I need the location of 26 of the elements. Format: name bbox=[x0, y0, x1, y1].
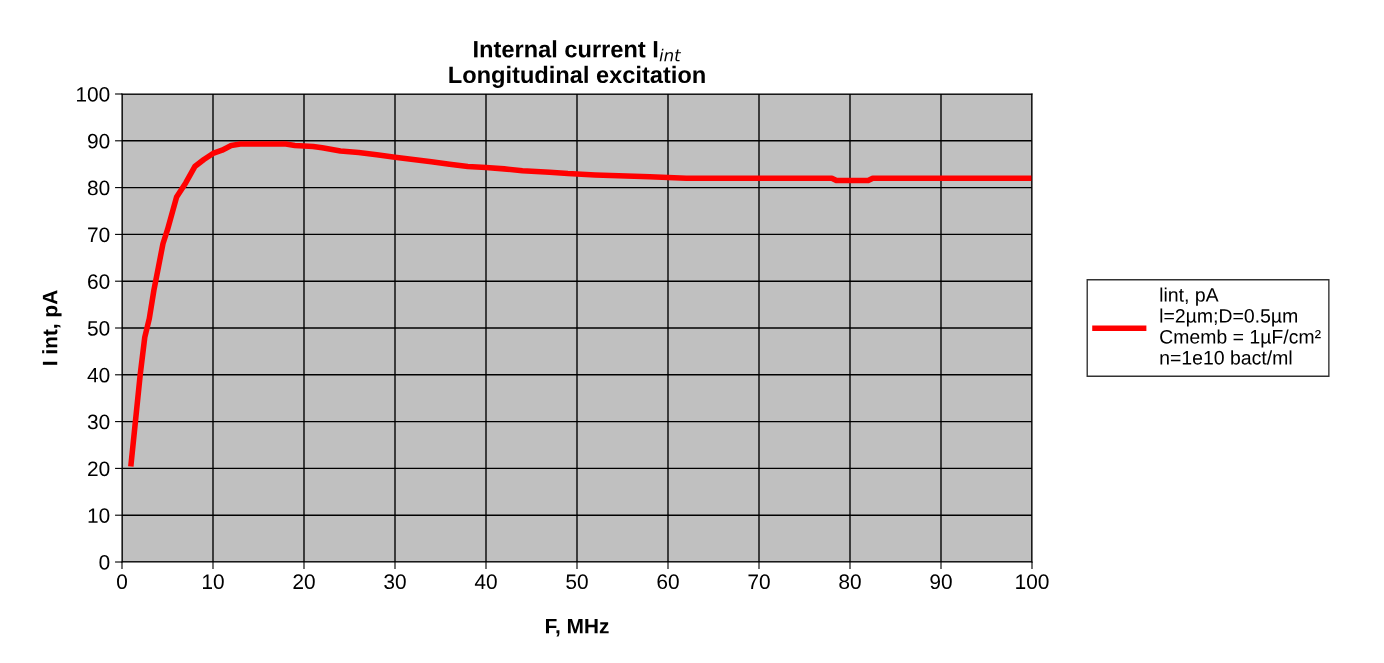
x-tick-label: 90 bbox=[930, 574, 952, 590]
y-tick-label: 30 bbox=[87, 414, 110, 430]
x-tick-label: 40 bbox=[474, 574, 497, 590]
y-tick-label: 10 bbox=[88, 508, 110, 523]
chart-title: Internal current I$_{int}$ Longitudinal excitation bbox=[449, 40, 705, 88]
y-tick-label: 90 bbox=[88, 133, 110, 149]
y-tick-label: 80 bbox=[87, 180, 110, 196]
x-axis-title: F, MHz bbox=[545, 618, 609, 637]
x-tick-label: 10 bbox=[203, 574, 224, 590]
x-tick-label: 60 bbox=[657, 574, 679, 590]
y-tick-label: 20 bbox=[88, 461, 110, 477]
y-tick-label: 40 bbox=[87, 367, 110, 383]
y-tick-label: 70 bbox=[88, 227, 110, 243]
x-tick-label: 0 bbox=[117, 574, 127, 590]
x-tick-label: 100 bbox=[1016, 574, 1049, 590]
x-tick-label: 50 bbox=[566, 574, 588, 590]
x-tick-label: 20 bbox=[293, 574, 315, 590]
y-tick-label: 60 bbox=[88, 274, 110, 289]
x-tick-label: 80 bbox=[839, 574, 861, 590]
y-tick-label: 50 bbox=[87, 321, 110, 336]
x-tick-label: 70 bbox=[748, 574, 770, 590]
legend-label: lint, pA l=2µm;D=0.5µm Cmemb = 1µF/cm² n=1e10 bact/ml bbox=[1160, 287, 1321, 365]
y-tick-label: 0 bbox=[99, 555, 110, 570]
y-axis-title: I int, pA bbox=[42, 290, 62, 365]
y-tick-label: 100 bbox=[77, 87, 110, 102]
x-tick-label: 30 bbox=[384, 574, 406, 590]
